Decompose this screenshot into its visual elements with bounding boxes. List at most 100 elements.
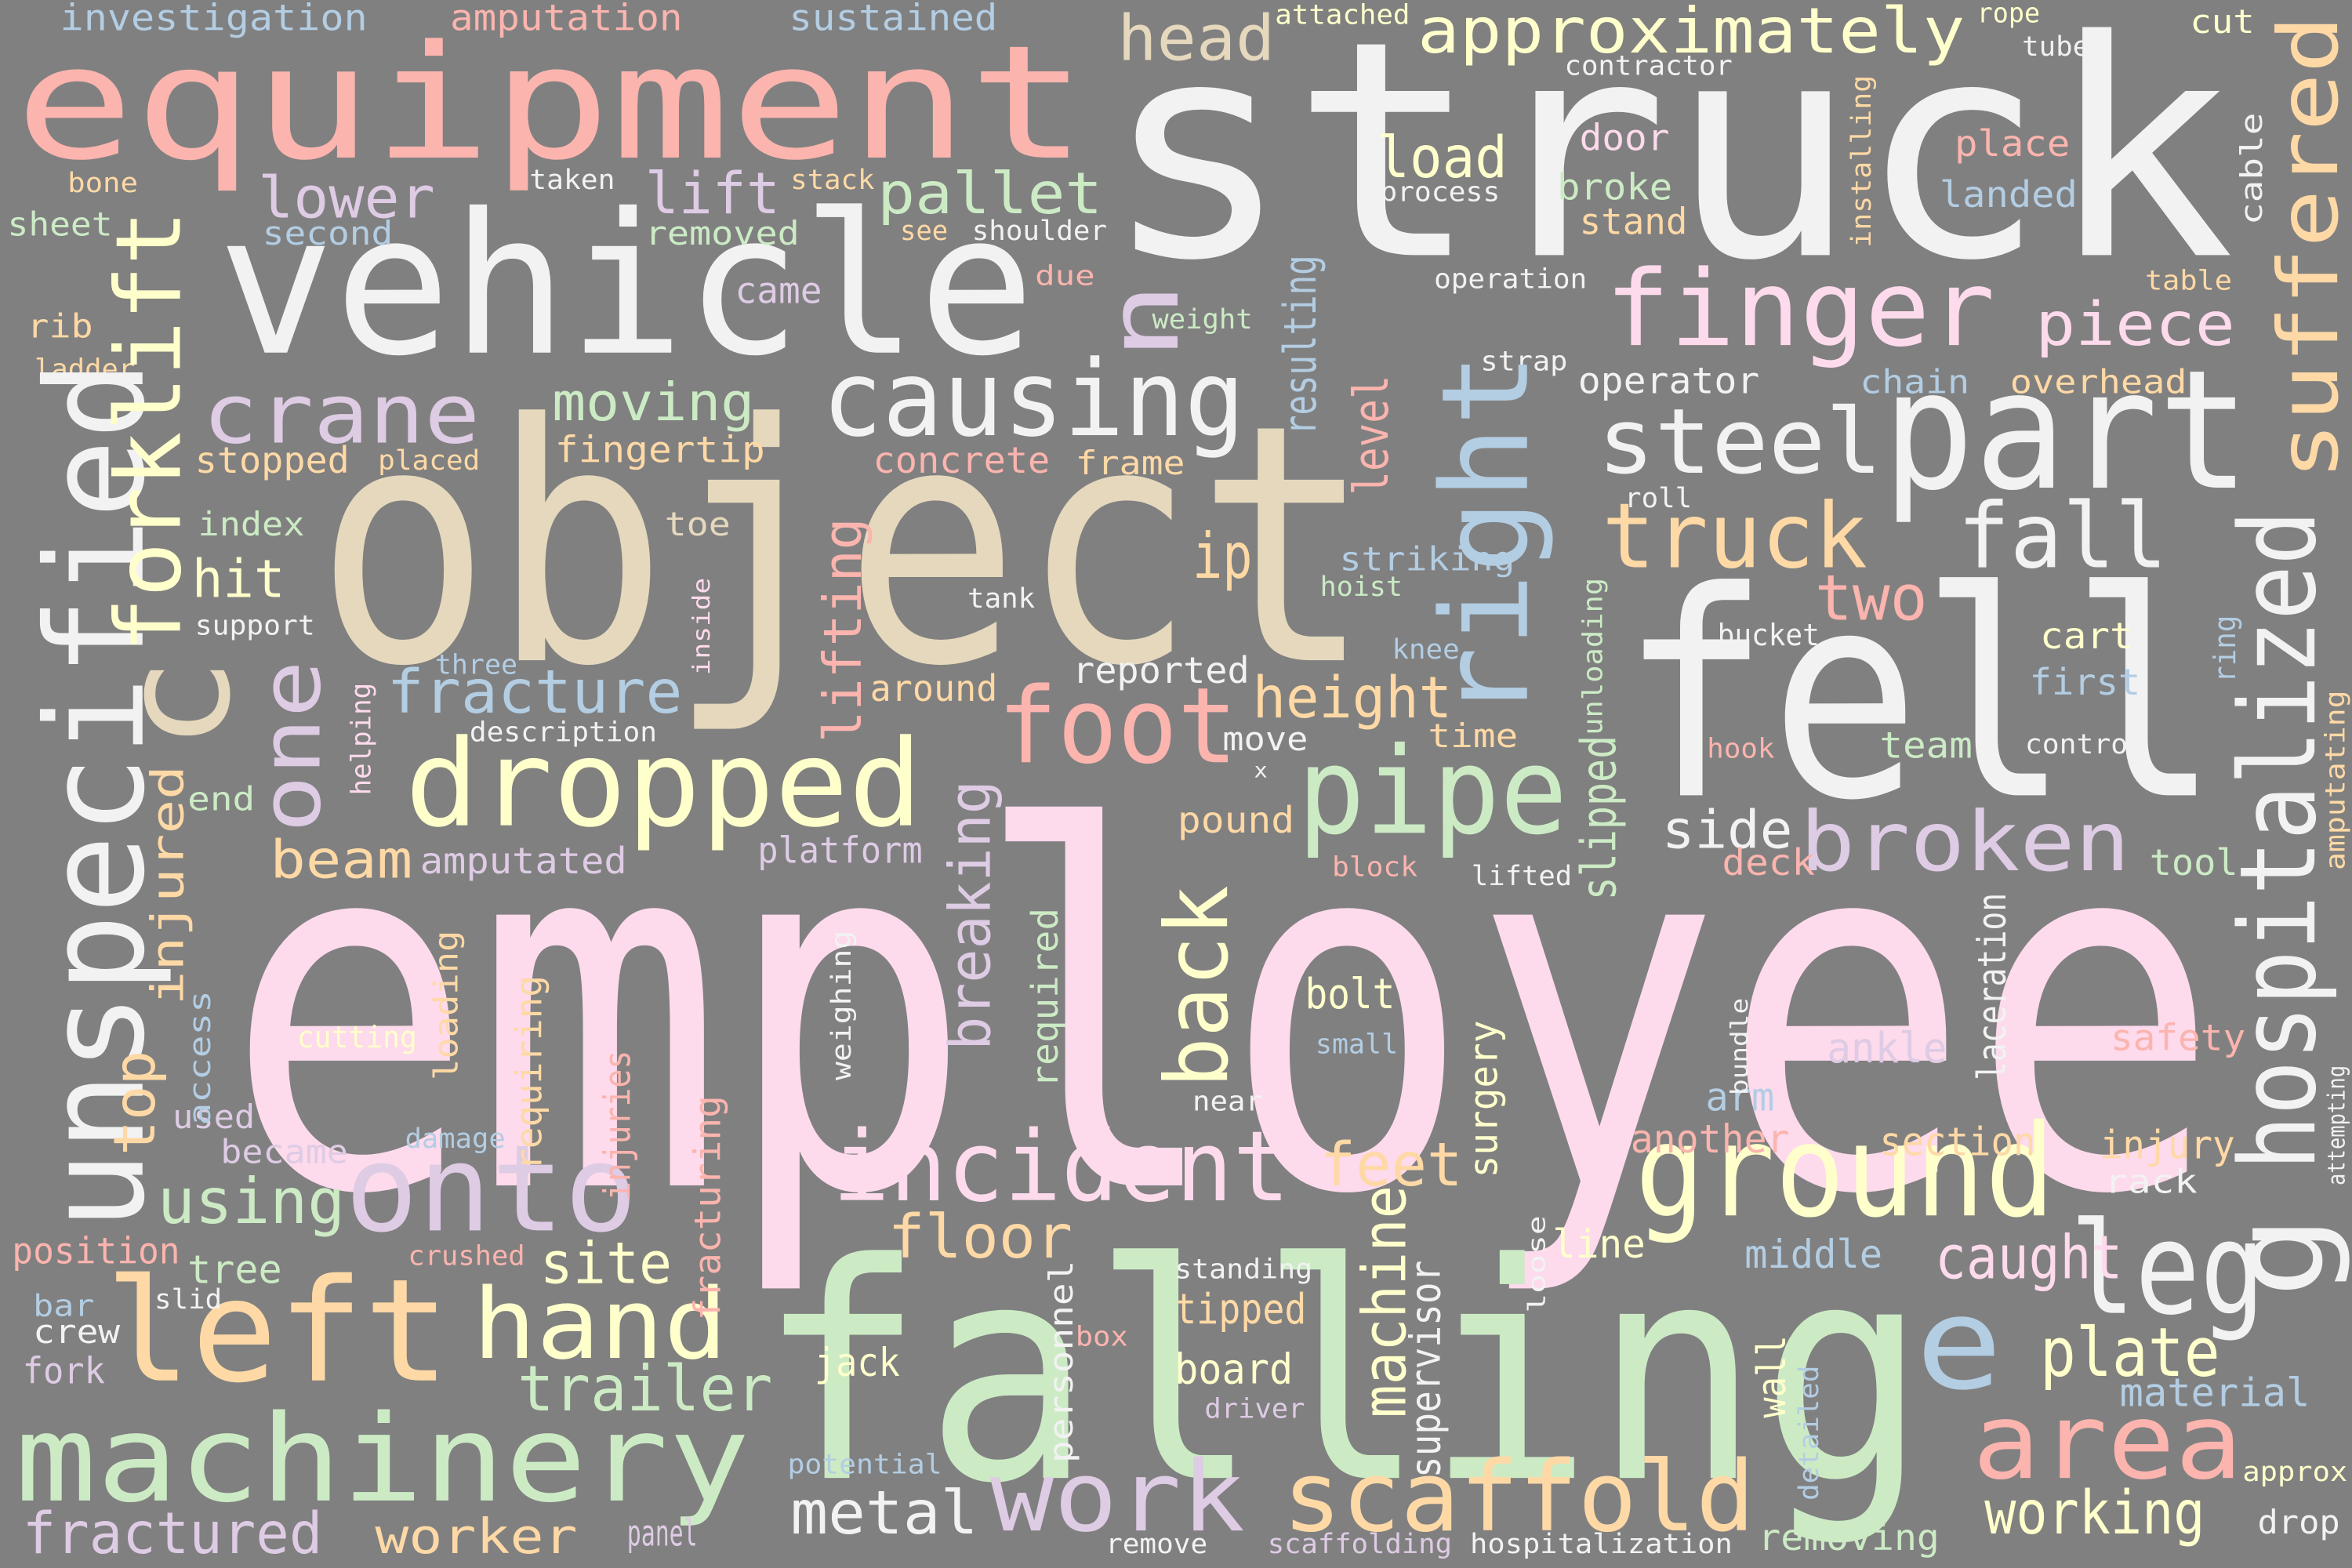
word: approximately (1417, 0, 1965, 67)
word: around (870, 667, 998, 710)
word: ip (1192, 519, 1253, 593)
word: unloading (1577, 578, 1609, 735)
word: machine (1351, 1185, 1421, 1418)
word: index (198, 505, 305, 543)
word: helping (347, 683, 378, 796)
word: drop (2257, 1503, 2339, 1541)
word: finger (1605, 248, 1994, 370)
word: potential (787, 1449, 942, 1480)
word: lower (258, 166, 435, 232)
word: weight (1152, 304, 1252, 336)
word: height (1253, 666, 1452, 731)
word: door (1580, 116, 1670, 158)
word: hoist (1320, 572, 1403, 603)
word: safety (2111, 1017, 2245, 1059)
word: rib (27, 307, 93, 346)
word: removing (1758, 1516, 1940, 1559)
word: x (1254, 758, 1267, 782)
word: object (315, 354, 1373, 739)
word: attempting (2323, 1065, 2350, 1185)
word: site (540, 1231, 672, 1297)
word: causing (822, 338, 1245, 460)
word: bolt (1305, 969, 1396, 1018)
word: floor (888, 1203, 1073, 1272)
word: damage (405, 1123, 506, 1155)
word: laceration (1969, 893, 2015, 1080)
word: level (1344, 375, 1399, 495)
word: fracturing (686, 1095, 728, 1320)
word: broken (1800, 793, 2130, 890)
word: small (1316, 1029, 1398, 1061)
word: forklift (97, 210, 202, 653)
word: taken (529, 165, 615, 196)
word: injured (141, 765, 194, 1005)
word: pipe (1298, 722, 1567, 862)
word: table (2145, 265, 2232, 296)
word: approx (2242, 1457, 2347, 1488)
word: fork (23, 1350, 105, 1392)
word: panel (627, 1512, 698, 1554)
word: operation (1434, 263, 1587, 295)
word: falling (757, 1200, 1927, 1549)
word: requiring (508, 975, 550, 1171)
word: one (243, 660, 339, 833)
word: pallet (877, 162, 1102, 227)
word: part (1882, 335, 2250, 527)
word: material (2119, 1370, 2310, 1415)
word: two (1815, 561, 1927, 634)
word: rack (2104, 1163, 2198, 1201)
word: landed (1940, 173, 2078, 216)
word: reported (1073, 649, 1250, 691)
word: arm (1705, 1074, 1774, 1120)
word: cut (2190, 2, 2254, 41)
word: ring (2208, 615, 2243, 683)
word: used (172, 1098, 255, 1136)
word: back (1147, 885, 1248, 1087)
word: amputated (420, 840, 627, 882)
word: slid (154, 1284, 222, 1316)
word: jack (815, 1340, 900, 1385)
word: leg (2070, 1196, 2265, 1344)
word: beam (270, 829, 412, 891)
word: fractured (23, 1501, 323, 1567)
word: end (187, 779, 255, 818)
word: g (2205, 1215, 2352, 1298)
word: right (1417, 353, 1556, 720)
word: e (1915, 1270, 2002, 1418)
word: ground (1635, 1098, 2055, 1246)
word: supervisor (1401, 1261, 1450, 1479)
word: stopped (195, 439, 350, 481)
word: incident (833, 1111, 1290, 1224)
word: remove (1105, 1529, 1207, 1560)
word: trailer (517, 1352, 772, 1425)
word: foot (997, 665, 1237, 787)
word: hook (1707, 734, 1774, 765)
word: plate (2040, 1314, 2220, 1392)
word: standing (1174, 1254, 1312, 1286)
word: wall (1749, 1335, 1795, 1417)
word: scaffold (1283, 1441, 1755, 1554)
word: first (2030, 661, 2141, 703)
word: stack (790, 165, 874, 196)
word: cable (2234, 113, 2270, 226)
word: board (1174, 1345, 1293, 1394)
word: roll (1624, 483, 1692, 514)
word: ankle (1827, 1023, 1947, 1073)
word: operator (1578, 359, 1760, 401)
word: suffered (2260, 15, 2352, 480)
word: slipped (1572, 735, 1628, 901)
word: detailed (1794, 1366, 1825, 1501)
word: came (735, 270, 822, 312)
word: side (1662, 799, 1792, 860)
word: investigation (60, 0, 368, 38)
word: dropped (405, 715, 923, 855)
word: load (1377, 125, 1507, 191)
word: required (1024, 908, 1066, 1088)
word: worker (375, 1509, 577, 1565)
word: employee (225, 726, 2220, 1302)
word: near (1192, 1086, 1263, 1117)
word: lifted (1472, 861, 1572, 892)
word: place (1955, 122, 2070, 165)
